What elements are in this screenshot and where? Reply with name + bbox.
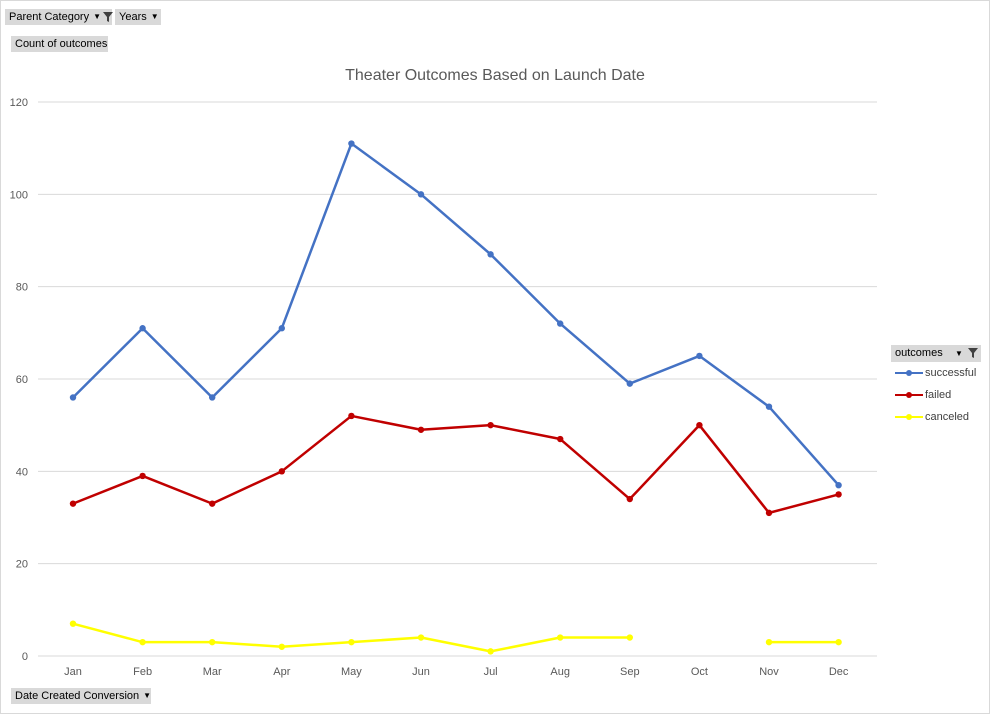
data-point-canceled bbox=[557, 634, 564, 641]
series-line-successful bbox=[72, 142, 840, 487]
x-tick-label: May bbox=[341, 666, 362, 678]
x-tick-label: Oct bbox=[691, 666, 708, 678]
chevron-down-icon: ▼ bbox=[143, 691, 152, 701]
data-point-successful bbox=[417, 191, 425, 198]
data-point-failed bbox=[557, 435, 564, 443]
x-tick-label: Aug bbox=[550, 666, 570, 678]
outcomes-filter-button[interactable]: outcomes ▼ bbox=[891, 345, 981, 362]
legend-swatch bbox=[895, 370, 923, 376]
legend-item-successful: successful bbox=[891, 362, 981, 384]
data-point-canceled bbox=[139, 638, 146, 646]
data-point-canceled bbox=[417, 634, 425, 641]
legend-swatch bbox=[895, 414, 923, 420]
data-point-successful bbox=[487, 251, 494, 258]
data-point-failed bbox=[487, 421, 494, 429]
values-field-button[interactable]: Count of outcomes bbox=[11, 36, 108, 52]
x-tick-label: Jul bbox=[484, 666, 498, 678]
filter-icon bbox=[103, 12, 114, 23]
x-tick-label: Mar bbox=[203, 666, 222, 678]
y-tick-label: 0 bbox=[22, 651, 28, 663]
y-tick-label: 20 bbox=[16, 559, 28, 571]
data-point-failed bbox=[417, 426, 425, 433]
data-point-successful bbox=[348, 140, 355, 147]
x-tick-label: Jan bbox=[64, 666, 82, 678]
series-lines bbox=[69, 140, 842, 655]
legend-item-failed: failed bbox=[891, 384, 981, 406]
data-point-canceled bbox=[348, 638, 355, 646]
legend-items: successful failed canceled bbox=[891, 362, 981, 428]
y-tick-label: 60 bbox=[16, 374, 28, 386]
gridlines bbox=[38, 101, 877, 657]
data-point-failed bbox=[348, 412, 355, 420]
chart-title: Theater Outcomes Based on Launch Date bbox=[345, 67, 645, 84]
x-tick-label: Feb bbox=[133, 666, 152, 678]
data-point-failed bbox=[626, 495, 633, 503]
x-tick-label: Apr bbox=[273, 666, 290, 678]
x-tick-label: Jun bbox=[412, 666, 430, 678]
data-point-successful bbox=[626, 380, 633, 387]
series-line-failed bbox=[72, 414, 839, 515]
data-point-successful bbox=[835, 481, 842, 489]
legend-item-canceled: canceled bbox=[891, 406, 981, 428]
data-point-canceled bbox=[487, 648, 494, 655]
filter-icon bbox=[968, 348, 978, 359]
data-point-failed bbox=[835, 491, 842, 498]
legend-label: canceled bbox=[925, 411, 970, 423]
y-tick-label: 100 bbox=[10, 189, 28, 201]
legend-header-label: outcomes bbox=[895, 347, 943, 359]
x-axis-ticks: Jan Feb Mar Apr May Jun Jul Aug Sep Oct Nov Dec bbox=[64, 666, 849, 678]
data-point-successful bbox=[209, 394, 216, 401]
data-point-canceled bbox=[765, 638, 773, 646]
legend-marker bbox=[906, 370, 912, 376]
data-point-successful bbox=[69, 394, 77, 401]
y-tick-label: 40 bbox=[16, 466, 28, 478]
data-point-successful bbox=[557, 320, 564, 327]
years-filter-button[interactable]: Years ▼ bbox=[115, 9, 161, 25]
legend-swatch bbox=[895, 392, 923, 398]
data-point-canceled bbox=[69, 620, 77, 627]
axis-field-button[interactable]: Date Created Conversion ▼ bbox=[11, 688, 151, 704]
x-tick-label: Sep bbox=[620, 666, 640, 678]
data-point-successful bbox=[278, 325, 285, 332]
data-point-failed bbox=[209, 500, 216, 507]
axis-field-label: Date Created Conversion bbox=[15, 690, 140, 702]
x-tick-label: Dec bbox=[829, 666, 849, 678]
legend: outcomes ▼ successful failed canceled bbox=[891, 345, 981, 428]
legend-label: successful bbox=[925, 367, 977, 379]
x-tick-label: Nov bbox=[759, 666, 779, 678]
data-point-canceled bbox=[278, 643, 285, 650]
parent-category-label: Parent Category bbox=[9, 11, 90, 23]
series-line-canceled bbox=[72, 622, 839, 653]
data-point-failed bbox=[696, 421, 703, 429]
legend-label: failed bbox=[925, 389, 952, 401]
values-field-label: Count of outcomes bbox=[15, 38, 108, 50]
data-point-successful bbox=[696, 352, 703, 360]
data-point-canceled bbox=[626, 634, 633, 641]
y-tick-label: 80 bbox=[16, 282, 28, 294]
data-point-failed bbox=[69, 500, 77, 507]
legend-marker bbox=[906, 414, 912, 420]
y-tick-label: 120 bbox=[10, 97, 28, 109]
data-point-canceled bbox=[209, 638, 216, 646]
parent-category-filter-button[interactable]: Parent Category ▼ bbox=[5, 9, 114, 25]
data-point-successful bbox=[765, 403, 773, 410]
years-label: Years bbox=[119, 11, 147, 23]
legend-marker bbox=[906, 392, 912, 398]
chevron-down-icon: ▼ bbox=[150, 12, 159, 22]
data-point-failed bbox=[278, 468, 285, 475]
y-axis-ticks: 0 20 40 60 80 100 120 bbox=[10, 97, 28, 663]
chevron-down-icon: ▼ bbox=[955, 349, 963, 358]
data-point-canceled bbox=[835, 638, 842, 646]
data-point-failed bbox=[765, 509, 773, 517]
chevron-down-icon: ▼ bbox=[93, 12, 102, 22]
data-point-failed bbox=[139, 472, 146, 480]
data-point-successful bbox=[139, 325, 146, 332]
